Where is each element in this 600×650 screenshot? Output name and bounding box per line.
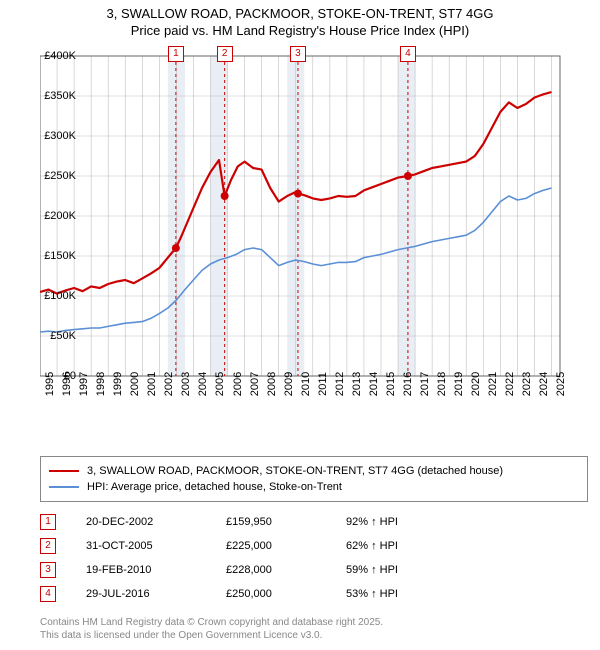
x-tick-label: 2014 [368,372,380,396]
x-tick-label: 2001 [146,372,158,396]
title-line2: Price paid vs. HM Land Registry's House … [0,23,600,40]
x-tick-label: 2023 [521,372,533,396]
legend-label-red: 3, SWALLOW ROAD, PACKMOOR, STOKE-ON-TREN… [87,465,503,477]
x-tick-label: 2011 [317,372,329,396]
x-tick-label: 1995 [44,372,56,396]
tx-price: £228,000 [226,564,346,576]
x-tick-label: 2025 [555,372,567,396]
legend-swatch-red [49,470,79,472]
x-tick-label: 1996 [61,372,73,396]
marker-box-3: 3 [290,46,306,62]
transaction-row: 2 31-OCT-2005£225,00062% ↑ HPI [40,534,588,558]
x-tick-label: 2010 [300,372,312,396]
x-tick-label: 1997 [78,372,90,396]
title-line1: 3, SWALLOW ROAD, PACKMOOR, STOKE-ON-TREN… [0,6,600,23]
legend-item-blue: HPI: Average price, detached house, Stok… [49,479,579,495]
tx-marker: 4 [40,586,56,602]
x-tick-label: 2009 [283,372,295,396]
tx-date: 20-DEC-2002 [86,516,226,528]
transaction-table: 1 20-DEC-2002£159,95092% ↑ HPI 2 31-OCT-200… [40,510,588,606]
y-tick-label: £250K [36,170,76,182]
footer: Contains HM Land Registry data © Crown c… [40,616,588,650]
x-tick-label: 2024 [538,372,550,396]
tx-marker: 3 [40,562,56,578]
y-tick-label: £300K [36,130,76,142]
y-tick-label: £50K [36,330,76,342]
footer-line2: This data is licensed under the Open Gov… [40,629,588,642]
x-tick-label: 2019 [453,372,465,396]
transaction-row: 3 19-FEB-2010£228,00059% ↑ HPI [40,558,588,582]
x-tick-label: 2022 [504,372,516,396]
tx-hpi: 59% ↑ HPI [346,564,446,576]
tx-marker: 2 [40,538,56,554]
chart-area: £0£50K£100K£150K£200K£250K£300K£350K£400… [40,46,600,406]
tx-date: 29-JUL-2016 [86,588,226,600]
legend-label-blue: HPI: Average price, detached house, Stok… [87,481,342,493]
tx-date: 19-FEB-2010 [86,564,226,576]
x-tick-label: 2016 [402,372,414,396]
tx-price: £225,000 [226,540,346,552]
x-tick-label: 2015 [385,372,397,396]
x-tick-label: 2003 [180,372,192,396]
y-tick-label: £400K [36,50,76,62]
marker-box-1: 1 [168,46,184,62]
legend-swatch-blue [49,486,79,488]
tx-price: £250,000 [226,588,346,600]
x-tick-label: 2013 [351,372,363,396]
x-tick-label: 2021 [487,372,499,396]
marker-box-2: 2 [217,46,233,62]
x-tick-label: 2012 [334,372,346,396]
transaction-row: 4 29-JUL-2016£250,00053% ↑ HPI [40,582,588,606]
chart-svg [40,46,600,406]
marker-box-4: 4 [400,46,416,62]
x-tick-label: 2005 [214,372,226,396]
tx-hpi: 92% ↑ HPI [346,516,446,528]
x-tick-label: 2008 [266,372,278,396]
footer-line1: Contains HM Land Registry data © Crown c… [40,616,588,629]
y-tick-label: £200K [36,210,76,222]
y-tick-label: £150K [36,250,76,262]
x-tick-label: 2020 [470,372,482,396]
transaction-row: 1 20-DEC-2002£159,95092% ↑ HPI [40,510,588,534]
x-tick-label: 2004 [197,372,209,396]
x-tick-label: 2002 [163,372,175,396]
x-tick-label: 2007 [249,372,261,396]
x-tick-label: 2000 [129,372,141,396]
x-tick-label: 2006 [232,372,244,396]
y-tick-label: £100K [36,290,76,302]
tx-marker: 1 [40,514,56,530]
y-tick-label: £350K [36,90,76,102]
x-tick-label: 2018 [436,372,448,396]
chart-container: 3, SWALLOW ROAD, PACKMOOR, STOKE-ON-TREN… [0,0,600,650]
chart-title: 3, SWALLOW ROAD, PACKMOOR, STOKE-ON-TREN… [0,0,600,40]
x-tick-label: 1999 [112,372,124,396]
legend: 3, SWALLOW ROAD, PACKMOOR, STOKE-ON-TREN… [40,456,588,502]
tx-date: 31-OCT-2005 [86,540,226,552]
tx-price: £159,950 [226,516,346,528]
legend-item-red: 3, SWALLOW ROAD, PACKMOOR, STOKE-ON-TREN… [49,463,579,479]
x-tick-label: 2017 [419,372,431,396]
tx-hpi: 53% ↑ HPI [346,588,446,600]
x-tick-label: 1998 [95,372,107,396]
tx-hpi: 62% ↑ HPI [346,540,446,552]
